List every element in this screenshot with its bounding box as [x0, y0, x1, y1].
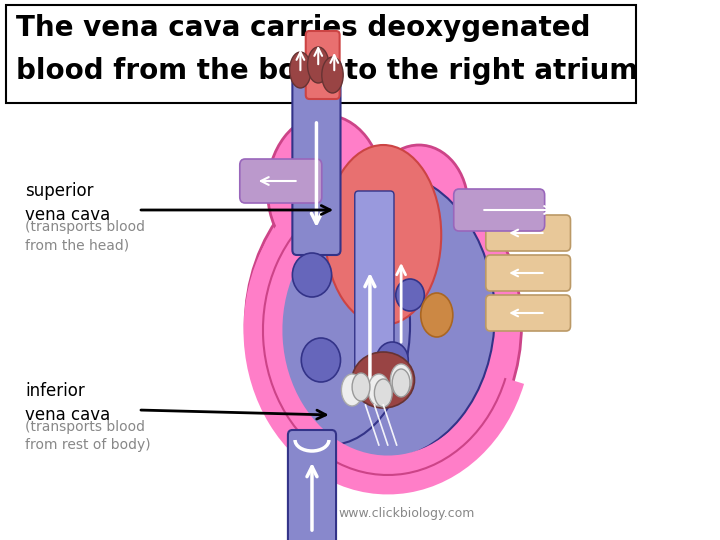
FancyBboxPatch shape [486, 295, 570, 331]
Text: (transports blood
from rest of body): (transports blood from rest of body) [25, 420, 150, 453]
FancyBboxPatch shape [486, 215, 570, 251]
Ellipse shape [352, 373, 370, 401]
Ellipse shape [289, 52, 311, 88]
FancyBboxPatch shape [292, 60, 341, 255]
Ellipse shape [420, 293, 453, 337]
Ellipse shape [341, 374, 363, 406]
Text: The vena cava carries deoxygenated: The vena cava carries deoxygenated [16, 14, 590, 42]
FancyBboxPatch shape [288, 430, 336, 540]
FancyBboxPatch shape [306, 31, 340, 99]
FancyBboxPatch shape [454, 189, 544, 231]
Text: (transports blood
from the head): (transports blood from the head) [25, 220, 145, 252]
FancyBboxPatch shape [355, 191, 394, 379]
Ellipse shape [301, 338, 341, 382]
Ellipse shape [376, 342, 408, 378]
Ellipse shape [307, 47, 329, 83]
Text: blood from the body to the right atrium: blood from the body to the right atrium [16, 57, 639, 85]
FancyBboxPatch shape [486, 255, 570, 291]
Ellipse shape [390, 364, 412, 396]
Ellipse shape [325, 145, 441, 325]
Ellipse shape [292, 253, 332, 297]
Ellipse shape [267, 115, 383, 265]
Ellipse shape [368, 374, 390, 406]
Ellipse shape [374, 379, 392, 407]
FancyBboxPatch shape [6, 5, 636, 103]
FancyBboxPatch shape [240, 159, 322, 203]
Ellipse shape [392, 369, 410, 397]
Ellipse shape [370, 145, 468, 265]
Ellipse shape [263, 170, 495, 460]
Ellipse shape [322, 57, 343, 93]
Ellipse shape [250, 205, 410, 445]
Ellipse shape [396, 279, 424, 311]
Text: superior
vena cava: superior vena cava [25, 182, 110, 224]
Ellipse shape [352, 352, 415, 408]
Ellipse shape [245, 160, 521, 490]
Text: inferior
vena cava: inferior vena cava [25, 382, 110, 423]
Text: www.clickbiology.com: www.clickbiology.com [338, 507, 475, 520]
